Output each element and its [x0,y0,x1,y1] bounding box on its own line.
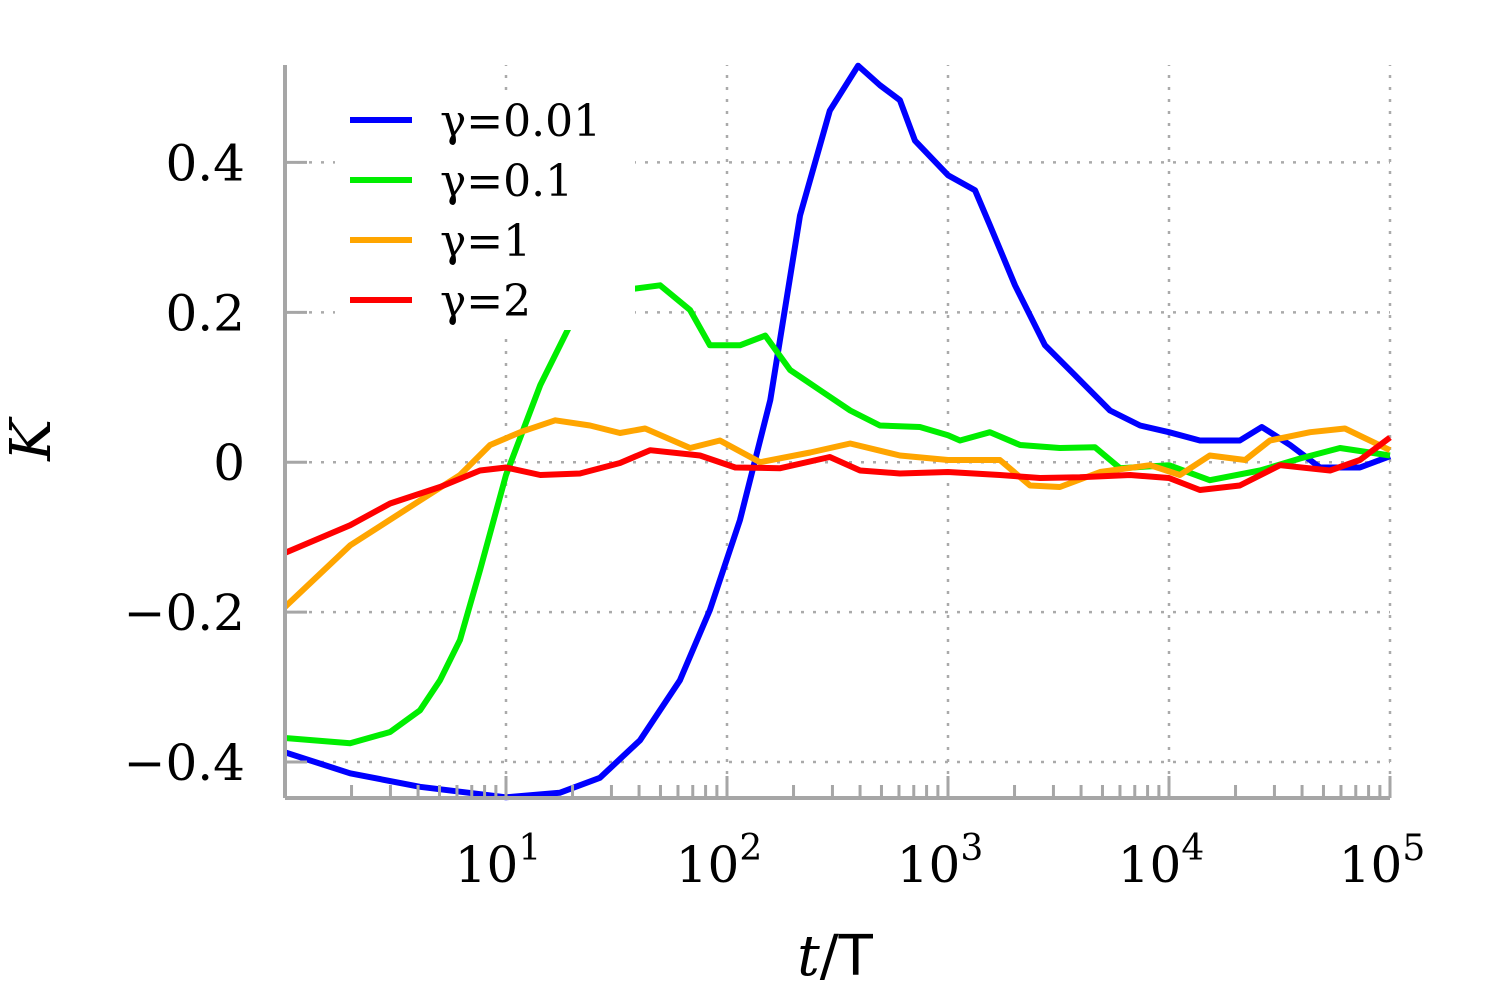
legend: γ=0.01 γ=0.1 γ=1 γ=2 [335,90,635,330]
x-tick-exponent: 4 [1181,828,1204,869]
legend-background [335,90,635,330]
x-tick-base: 10 [676,836,740,894]
x-tick-base: 10 [897,836,961,894]
x-tick-exponent: 3 [960,828,983,869]
x-axis-label: t/T [797,924,873,989]
x-tick-label: 103 [897,828,984,894]
x-tick-label: 101 [455,828,542,894]
y-tick-label: 0.2 [165,284,245,342]
series-line-0 [284,62,1392,801]
x-axis-label-var: t [797,924,820,989]
x-tick-label: 104 [1118,828,1205,894]
x-axis-label-unit: /T [820,924,874,989]
x-tick-label: 105 [1339,828,1426,894]
x-tick-exponent: 2 [739,828,762,869]
series-line-1 [284,282,1391,747]
series-line-2 [282,417,1392,610]
x-tick-base: 10 [1339,836,1403,894]
x-tick-base: 10 [1118,836,1182,894]
series-line-3 [283,435,1392,556]
y-tick-label: −0.2 [124,584,245,642]
x-tick-exponent: 1 [518,828,541,869]
x-tick-base: 10 [455,836,519,894]
axes [283,65,1392,800]
series-lines [282,62,1392,801]
x-tick-label: 102 [676,828,763,894]
legend-label-0: γ=0.01 [440,96,601,147]
y-axis-label: K [0,416,64,462]
y-tick-label: 0.4 [165,134,245,192]
legend-label-3: γ=2 [440,276,531,327]
legend-label-2: γ=1 [440,216,531,267]
y-tick-label: −0.4 [124,734,245,792]
x-tick-exponent: 5 [1402,828,1425,869]
legend-label-1: γ=0.1 [440,156,573,207]
y-tick-label: 0 [213,434,245,492]
